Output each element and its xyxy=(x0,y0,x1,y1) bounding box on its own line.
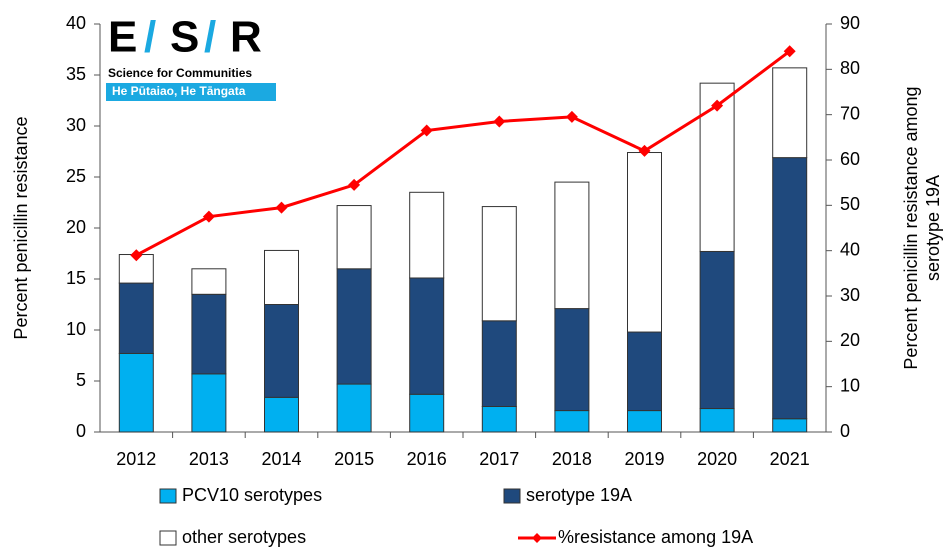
logo-slash: / xyxy=(144,13,156,62)
y2-axis-title: Percent penicillin resistance among xyxy=(901,86,921,369)
y2-axis-title: serotype 19A xyxy=(923,175,943,281)
bar-segment xyxy=(336,268,372,385)
x-tick-label: 2014 xyxy=(261,449,301,469)
line-marker xyxy=(711,99,724,112)
legend-label: PCV10 serotypes xyxy=(182,485,322,505)
legend-swatch xyxy=(503,488,521,504)
bar-segment xyxy=(264,396,299,433)
line-marker xyxy=(348,178,361,191)
legend-swatch xyxy=(159,488,177,504)
line-marker xyxy=(420,124,433,137)
bar-segment xyxy=(264,304,299,398)
bar-segment xyxy=(627,331,662,412)
bar-segment xyxy=(409,277,445,395)
x-tick-label: 2018 xyxy=(552,449,592,469)
y2-tick-label: 50 xyxy=(840,194,860,214)
y-tick-label: 20 xyxy=(66,217,86,237)
line-marker xyxy=(493,115,506,128)
line-marker xyxy=(783,45,796,58)
bar-segment xyxy=(481,320,517,408)
logo-letter: R xyxy=(230,13,262,62)
y2-tick-label: 90 xyxy=(840,13,860,33)
legend-label: %resistance among 19A xyxy=(558,527,753,547)
line-marker xyxy=(565,110,578,123)
y2-tick-label: 10 xyxy=(840,375,860,395)
bar-segment xyxy=(409,393,445,433)
bar-segment xyxy=(191,268,227,295)
x-tick-label: 2015 xyxy=(334,449,374,469)
y-axis-title: Percent penicillin resistance xyxy=(11,116,31,339)
line-marker xyxy=(275,201,288,214)
y-tick-label: 30 xyxy=(66,115,86,135)
line-marker xyxy=(202,210,215,223)
legend-marker xyxy=(532,533,542,543)
y-tick-label: 15 xyxy=(66,268,86,288)
bar-segment xyxy=(481,206,517,322)
bar-segment xyxy=(118,282,154,354)
x-tick-label: 2017 xyxy=(479,449,519,469)
line-series xyxy=(135,49,791,257)
logo-tagline: Science for Communities xyxy=(108,66,252,80)
bar-segment xyxy=(554,410,590,433)
x-tick-label: 2020 xyxy=(697,449,737,469)
logo: E / S / R Science for Communities He Pūt… xyxy=(106,13,276,101)
line-marker xyxy=(130,249,143,262)
bar-segment xyxy=(336,205,372,270)
bar-segment xyxy=(191,293,227,375)
bar-segment xyxy=(336,383,372,433)
y2-tick-label: 30 xyxy=(840,285,860,305)
bar-segment xyxy=(554,308,590,412)
bar-segment xyxy=(772,67,808,159)
x-tick-label: 2021 xyxy=(770,449,810,469)
bar-segment xyxy=(118,352,154,433)
y-tick-label: 40 xyxy=(66,13,86,33)
x-tick-label: 2019 xyxy=(624,449,664,469)
y-tick-label: 35 xyxy=(66,64,86,84)
x-tick-label: 2013 xyxy=(189,449,229,469)
legend-swatch xyxy=(159,530,177,546)
y-tick-label: 5 xyxy=(76,370,86,390)
y2-tick-label: 0 xyxy=(840,421,850,441)
legend-label: serotype 19A xyxy=(526,485,632,505)
y-tick-label: 0 xyxy=(76,421,86,441)
bar-segment xyxy=(409,191,445,279)
legend-label: other serotypes xyxy=(182,527,306,547)
bar-segment xyxy=(627,410,662,433)
logo-motto: He Pūtaiao, He Tāngata xyxy=(112,84,246,98)
bar-segment xyxy=(264,249,299,306)
bar-segment xyxy=(772,418,808,433)
x-tick-label: 2016 xyxy=(407,449,447,469)
bar-segment xyxy=(481,406,517,433)
y-tick-label: 10 xyxy=(66,319,86,339)
logo-slash: / xyxy=(204,13,216,62)
y-tick-label: 25 xyxy=(66,166,86,186)
line-marker xyxy=(638,144,651,157)
bar-segment xyxy=(699,250,735,410)
bar-segment xyxy=(191,373,227,433)
y2-tick-label: 80 xyxy=(840,58,860,78)
bar-segment xyxy=(699,408,735,433)
bar-segment xyxy=(627,152,662,333)
y2-tick-label: 20 xyxy=(840,330,860,350)
y2-tick-label: 70 xyxy=(840,103,860,123)
y2-tick-label: 60 xyxy=(840,149,860,169)
logo-letter: E xyxy=(108,13,137,62)
y2-tick-label: 40 xyxy=(840,239,860,259)
logo-letter: S xyxy=(170,13,199,62)
logo-banner xyxy=(106,83,276,101)
bar-segment xyxy=(772,157,808,420)
x-tick-label: 2012 xyxy=(116,449,156,469)
bar-segment xyxy=(554,181,590,310)
